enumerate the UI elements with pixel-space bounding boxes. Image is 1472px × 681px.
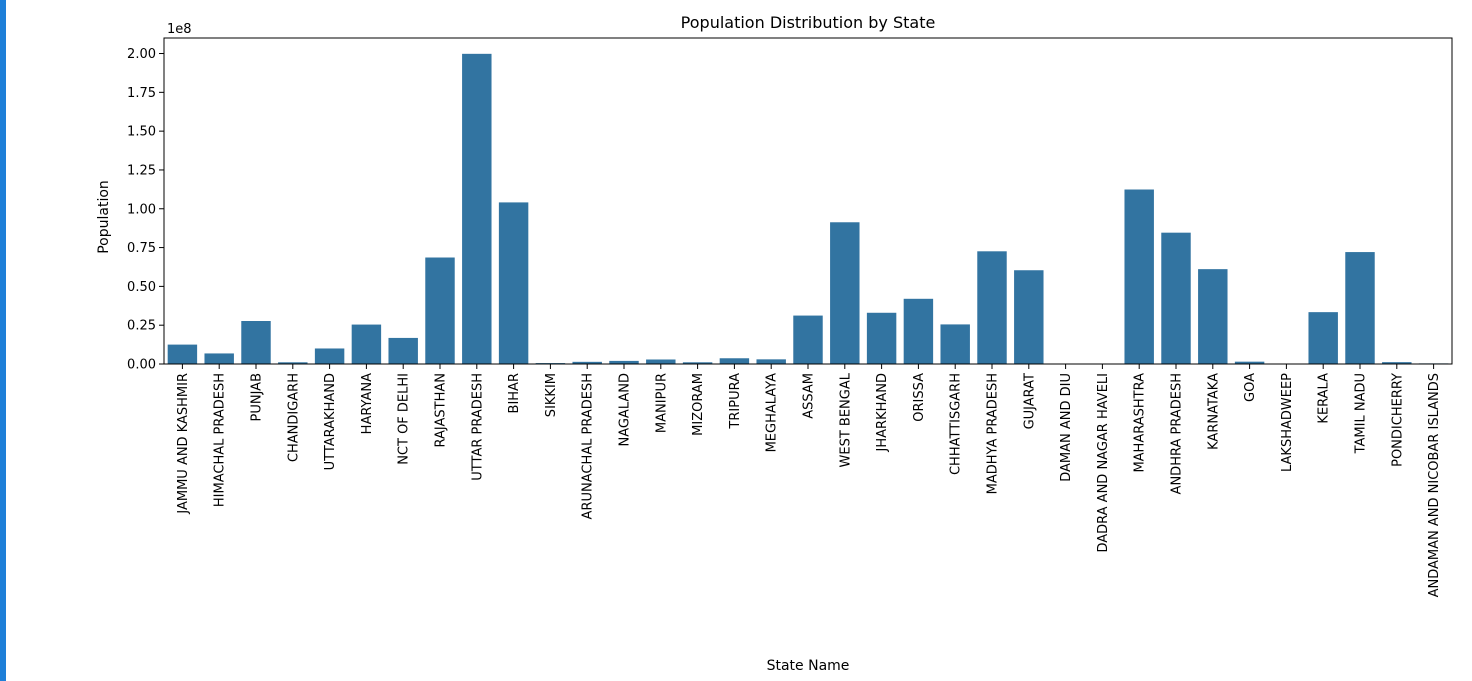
bar (1308, 312, 1338, 364)
bar (977, 251, 1007, 364)
bars-group (167, 53, 1449, 364)
x-tick-label: GUJARAT (1022, 373, 1037, 429)
bar (351, 324, 382, 364)
bar (314, 348, 345, 364)
x-tick-label: MIZORAM (691, 373, 706, 436)
chart-title: Population Distribution by State (681, 13, 936, 32)
bar (646, 359, 676, 364)
bar (425, 257, 455, 364)
y-tick-label: 0.00 (127, 358, 156, 373)
x-tick-label: JAMMU AND KASHMIR (176, 373, 191, 515)
x-tick-label: PONDICHERRY (1390, 373, 1405, 467)
x-tick-label: KERALA (1317, 373, 1332, 424)
x-tick-label: ORISSA (912, 373, 927, 422)
x-tick-label: SIKKIM (544, 373, 559, 417)
y-tick-label: 2.00 (127, 47, 156, 62)
x-tick-label: DAMAN AND DIU (1059, 373, 1074, 482)
x-tick-label: JHARKHAND (875, 373, 890, 452)
y-axis-label: Population (96, 180, 112, 254)
bar (1345, 252, 1375, 364)
x-tick-label: MANIPUR (654, 373, 669, 433)
x-tick-label: ARUNACHAL PRADESH (581, 373, 596, 519)
x-tick-label: HIMACHAL PRADESH (213, 373, 228, 507)
x-tick-label: MEGHALAYA (765, 373, 780, 453)
x-tick-label: CHANDIGARH (286, 373, 301, 462)
bar (204, 353, 234, 364)
x-tick-label: NCT OF DELHI (397, 373, 412, 465)
bar (830, 222, 860, 364)
x-tick-label: UTTAR PRADESH (470, 373, 485, 481)
bar (1382, 362, 1412, 364)
bar (462, 53, 492, 364)
bar (1161, 232, 1191, 364)
x-tick-label: WEST BENGAL (838, 372, 853, 467)
x-tick-label: ANDAMAN AND NICOBAR ISLANDS (1427, 373, 1442, 597)
bar (1198, 269, 1228, 364)
bar (1014, 270, 1044, 364)
x-tick-label: UTTARAKHAND (323, 373, 338, 470)
bar (682, 362, 713, 364)
bar (388, 337, 418, 364)
x-tick-label: ASSAM (802, 373, 817, 419)
y-tick-label: 0.75 (127, 241, 156, 256)
bar (1234, 361, 1265, 364)
x-tick-label: LAKSHADWEEP (1280, 373, 1295, 472)
x-axis-label: State Name (767, 658, 850, 674)
x-tick-label: PUNJAB (250, 373, 265, 422)
bar (903, 298, 934, 364)
x-tick-label: CHHATTISGARH (949, 373, 964, 475)
bar (609, 360, 639, 364)
bar (940, 324, 970, 364)
bar (278, 362, 308, 364)
bar (572, 361, 602, 364)
plot-frame (163, 37, 1453, 365)
bar (1124, 189, 1154, 364)
x-tick-label: KARNATAKA (1206, 373, 1221, 450)
x-tick-label: TAMIL NADU (1354, 373, 1369, 454)
x-axis-ticks: JAMMU AND KASHMIR HIMACHAL PRADESH PUNJAB C… (176, 364, 1442, 597)
x-tick-label: GOA (1243, 373, 1258, 402)
bar (167, 344, 198, 364)
y-tick-label: 1.50 (127, 125, 156, 140)
x-tick-label: MADHYA PRADESH (986, 373, 1001, 494)
y-tick-label: 0.50 (127, 280, 156, 295)
bar (793, 315, 823, 364)
bar (241, 321, 271, 364)
y-tick-label: 1.75 (127, 86, 156, 101)
bar (498, 202, 529, 364)
x-tick-label: ANDHRA PRADESH (1170, 373, 1185, 494)
bar (756, 359, 786, 364)
y-tick-label: 0.25 (127, 319, 156, 334)
x-tick-label: BIHAR (507, 373, 522, 413)
bar (719, 358, 750, 364)
window-edge-accent (0, 0, 6, 681)
x-tick-label: RAJASTHAN (434, 373, 449, 447)
x-tick-label: HARYANA (360, 373, 375, 434)
y-tick-label: 1.25 (127, 163, 156, 178)
y-axis-offset-text: 1e8 (167, 22, 192, 37)
bar (866, 312, 897, 364)
x-tick-label: TRIPURA (728, 373, 743, 430)
y-tick-label: 1.00 (127, 202, 156, 217)
x-tick-label: DADRA AND NAGAR HAVELI (1096, 373, 1111, 553)
x-tick-label: MAHARASHTRA (1133, 373, 1148, 473)
x-tick-label: NAGALAND (618, 373, 633, 447)
y-axis-ticks: 0.00 0.25 0.50 0.75 1.00 1.25 1.50 1.75 2.00 (127, 47, 164, 373)
